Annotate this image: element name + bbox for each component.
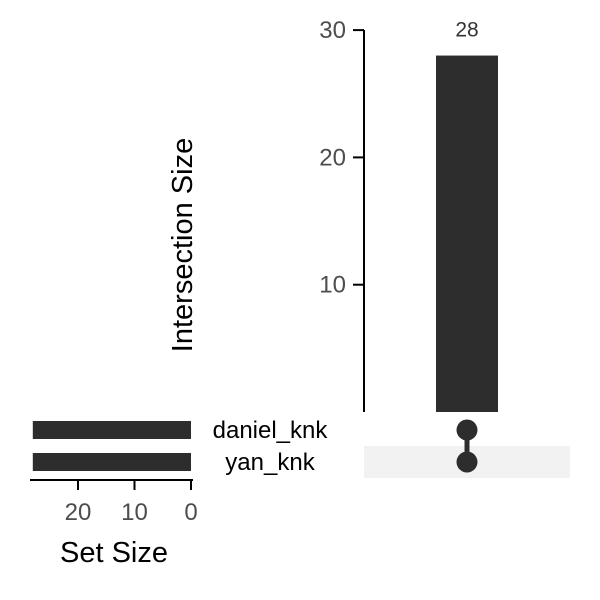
set-size-axis-title: Set Size <box>60 537 168 569</box>
intersection-bars: 28 <box>436 19 498 413</box>
x-tick-label: 20 <box>65 499 92 526</box>
set-size-x-ticks: 20 10 0 <box>65 480 198 526</box>
x-tick-label: 10 <box>121 499 148 526</box>
y-tick-label: 10 <box>319 272 346 299</box>
intersection-bar <box>436 55 498 413</box>
intersection-y-ticks: 10 20 30 <box>319 17 364 299</box>
matrix-dot <box>456 451 478 473</box>
set-size-panel: 20 10 0 Set Size <box>30 421 198 569</box>
set-name-label: yan_knk <box>225 449 315 476</box>
matrix-dot <box>456 419 478 441</box>
y-tick-label: 20 <box>319 144 346 171</box>
y-tick-label: 30 <box>319 17 346 44</box>
intersection-bar-value-label: 28 <box>455 19 478 42</box>
intersection-size-panel: 10 20 30 28 Intersection Size <box>167 17 498 413</box>
intersection-matrix <box>456 419 478 473</box>
set-size-bars <box>32 421 191 471</box>
set-size-bar <box>32 421 191 439</box>
set-name-label: daniel_knk <box>213 417 329 444</box>
intersection-y-axis-title: Intersection Size <box>167 138 199 352</box>
set-name-labels: daniel_knk yan_knk <box>213 417 329 476</box>
set-size-bar <box>32 453 191 471</box>
x-tick-label: 0 <box>184 499 197 526</box>
